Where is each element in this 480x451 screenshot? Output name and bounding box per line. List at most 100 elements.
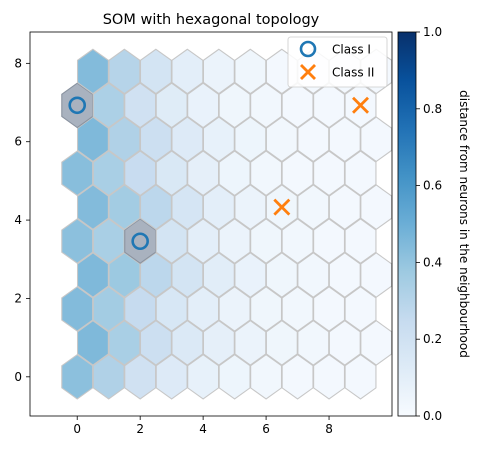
y-tick-label: 4 bbox=[14, 213, 22, 227]
hex-cell bbox=[171, 320, 204, 366]
hex-cell bbox=[61, 150, 94, 197]
colorbar-tick-label: 0.6 bbox=[423, 179, 442, 193]
hex-cell bbox=[218, 353, 251, 400]
hex-cell bbox=[76, 184, 109, 230]
hex-cell bbox=[139, 116, 172, 163]
hex-cell bbox=[124, 82, 157, 129]
hex-cell bbox=[297, 320, 330, 366]
hex-cell bbox=[313, 286, 346, 332]
hex-cells bbox=[61, 48, 392, 400]
hex-cell bbox=[218, 82, 251, 129]
hex-cell bbox=[92, 218, 125, 264]
colorbar-tick-label: 0.8 bbox=[423, 102, 442, 116]
colorbar-tick-label: 0.2 bbox=[423, 332, 442, 346]
colorbar-label: distance from neurons in the neighbourho… bbox=[457, 90, 471, 358]
hex-cell bbox=[187, 353, 220, 400]
hex-cell bbox=[139, 320, 172, 366]
x-tick-label: 4 bbox=[199, 422, 207, 436]
hex-cell bbox=[250, 218, 283, 264]
hex-cell bbox=[344, 286, 377, 332]
hex-cell bbox=[171, 116, 204, 163]
hex-cell bbox=[92, 286, 125, 332]
y-tick-label: 2 bbox=[14, 291, 22, 305]
x-tick-label: 2 bbox=[136, 422, 144, 436]
hex-cell bbox=[250, 353, 283, 400]
hex-cell bbox=[202, 48, 235, 95]
hex-cell bbox=[313, 218, 346, 264]
hex-cell bbox=[328, 116, 361, 163]
hex-cell bbox=[328, 184, 361, 230]
hex-cell bbox=[155, 218, 188, 264]
class-i-marker bbox=[131, 232, 149, 251]
hex-cell bbox=[328, 252, 361, 298]
y-axis: 0 2 4 6 8 bbox=[14, 56, 30, 384]
y-tick-label: 6 bbox=[14, 135, 22, 149]
hex-cell bbox=[250, 150, 283, 197]
hex-cell bbox=[265, 252, 298, 298]
hex-cell bbox=[344, 150, 377, 197]
colorbar-tick-label: 1.0 bbox=[423, 25, 442, 39]
hex-cell bbox=[124, 353, 157, 400]
hex-cell bbox=[344, 218, 377, 264]
hex-cell-highlighted bbox=[124, 218, 157, 264]
hex-cell bbox=[281, 82, 314, 129]
hex-cell bbox=[108, 320, 141, 366]
hex-cell bbox=[218, 286, 251, 332]
hex-cell bbox=[61, 286, 94, 332]
hex-cell bbox=[202, 320, 235, 366]
hex-cell bbox=[92, 82, 125, 129]
hex-cell bbox=[76, 320, 109, 366]
class-ii-marker bbox=[352, 96, 370, 114]
hex-cell bbox=[250, 286, 283, 332]
colorbar-gradient bbox=[397, 31, 417, 417]
hex-cell bbox=[108, 116, 141, 163]
x-tick-label: 8 bbox=[325, 422, 333, 436]
legend-label-class-i: Class I bbox=[332, 43, 371, 57]
hex-cell bbox=[155, 82, 188, 129]
y-tick-label: 0 bbox=[14, 370, 22, 384]
hex-cell bbox=[265, 320, 298, 366]
colorbar-tick-label: 0.4 bbox=[423, 255, 442, 269]
hex-cell bbox=[297, 116, 330, 163]
hex-cell bbox=[61, 218, 94, 264]
hex-cell bbox=[155, 150, 188, 197]
hex-cell bbox=[234, 320, 267, 366]
hex-cell bbox=[155, 353, 188, 400]
legend-label-class-ii: Class II bbox=[332, 66, 374, 80]
x-tick-label: 6 bbox=[262, 422, 270, 436]
hex-cell bbox=[171, 48, 204, 95]
hex-cell bbox=[234, 184, 267, 230]
hex-cell bbox=[139, 252, 172, 298]
hex-cell bbox=[234, 48, 267, 95]
hex-cell bbox=[187, 218, 220, 264]
hex-cell bbox=[108, 48, 141, 95]
hex-cell bbox=[297, 252, 330, 298]
hex-cell bbox=[108, 184, 141, 230]
hex-cell bbox=[265, 116, 298, 163]
hex-cell bbox=[155, 286, 188, 332]
hex-cell bbox=[139, 48, 172, 95]
class-ii-marker bbox=[273, 198, 291, 216]
legend-box bbox=[287, 36, 388, 88]
hex-cell bbox=[281, 150, 314, 197]
hex-cell bbox=[187, 150, 220, 197]
y-tick-label: 8 bbox=[14, 56, 22, 70]
hex-cell bbox=[313, 353, 346, 400]
colorbar-ticks: 0.0 0.2 0.4 0.6 0.8 1.0 bbox=[416, 25, 442, 423]
hex-cell bbox=[92, 150, 125, 197]
hex-cell bbox=[76, 252, 109, 298]
colorbar-tick-label: 0.0 bbox=[423, 409, 442, 423]
hex-cell bbox=[124, 286, 157, 332]
class-i-marker bbox=[68, 96, 87, 115]
hex-cell-highlighted bbox=[61, 82, 94, 129]
hex-cell bbox=[202, 252, 235, 298]
hex-cell bbox=[313, 150, 346, 197]
hex-cell bbox=[281, 218, 314, 264]
hex-cell bbox=[76, 48, 109, 95]
hex-cell bbox=[250, 82, 283, 129]
hex-cell bbox=[139, 184, 172, 230]
hex-cell bbox=[202, 116, 235, 163]
plot-frame bbox=[29, 31, 393, 417]
x-axis: 0 2 4 6 8 bbox=[73, 416, 333, 436]
hex-cell bbox=[313, 82, 346, 129]
